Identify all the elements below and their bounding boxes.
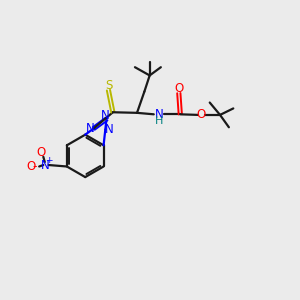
Text: N: N [105, 123, 113, 136]
Text: N: N [85, 122, 94, 135]
Text: O: O [196, 108, 206, 122]
Text: -: - [32, 160, 37, 173]
Text: +: + [45, 156, 52, 165]
Text: N: N [40, 158, 49, 172]
Text: N: N [155, 108, 164, 121]
Text: N: N [100, 109, 109, 122]
Text: O: O [174, 82, 183, 95]
Text: O: O [26, 160, 36, 173]
Text: O: O [36, 146, 46, 159]
Text: S: S [105, 79, 112, 92]
Text: H: H [155, 116, 163, 126]
